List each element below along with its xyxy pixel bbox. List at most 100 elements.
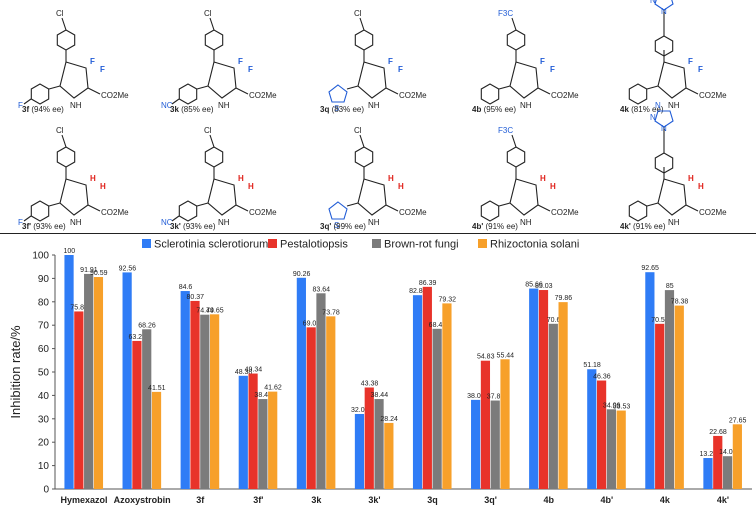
y-tick-label: 10 <box>38 461 50 472</box>
bond <box>646 85 659 90</box>
compound-id: 4b <box>472 105 481 114</box>
pyrrolidine-ring <box>509 178 539 216</box>
compound-ee: (94% ee) <box>29 105 64 114</box>
compound-id: 3q' <box>320 222 331 231</box>
ring-substituent-label: F <box>248 65 253 74</box>
structure-8: F3C HH NH CO2Me 4b' (91% ee) <box>472 126 579 231</box>
data-label: 84.6 <box>179 284 193 291</box>
aryl-ring <box>30 200 50 222</box>
bar <box>732 424 742 489</box>
ring-substituent-label: H <box>550 182 556 191</box>
bar <box>74 311 84 489</box>
data-label: 79.86 <box>555 295 573 302</box>
bond <box>537 204 551 212</box>
compound-caption: 4k (81% ee) <box>620 105 664 114</box>
bar <box>316 293 326 489</box>
para-substituent-label: Cl <box>204 126 212 135</box>
compound-ee: (93% ee) <box>181 222 216 231</box>
para-substituent-label: Cl <box>56 126 64 135</box>
nh-label: NH <box>668 101 680 110</box>
bar <box>442 303 452 489</box>
aryl-ring <box>178 200 198 222</box>
y-tick-label: 60 <box>38 344 50 355</box>
legend-item: Rhizoctonia solani <box>478 239 579 251</box>
bar <box>306 327 316 489</box>
data-label: 51.18 <box>583 362 601 369</box>
ester-label: CO2Me <box>699 208 727 217</box>
legend-item: Brown-rot fungi <box>372 239 459 251</box>
y-tick-label: 50 <box>38 368 50 379</box>
data-label: 90.26 <box>293 271 311 278</box>
bond <box>685 204 699 212</box>
data-label: 38.09 <box>467 393 485 400</box>
legend-swatch <box>268 239 277 248</box>
compound-ee: (91% ee) <box>631 222 666 231</box>
compound-id: 3q <box>320 105 329 114</box>
triazole-n-label: N <box>650 113 656 122</box>
aryl-ring <box>506 29 526 51</box>
ester-label: CO2Me <box>249 91 277 100</box>
aryl-ring <box>204 146 224 168</box>
x-tick-label: 3f <box>196 495 205 505</box>
aryl-ring <box>178 83 198 105</box>
bar <box>210 314 220 489</box>
bar <box>258 399 268 489</box>
para-substituent-label: F3C <box>498 126 513 135</box>
bar <box>190 300 200 489</box>
data-label: 85.66 <box>525 282 543 289</box>
compound-caption: 3f (94% ee) <box>22 105 64 114</box>
ring-substituent-label: F <box>540 57 545 66</box>
bar <box>471 399 481 489</box>
bond <box>346 202 359 207</box>
data-label: 33.53 <box>613 404 631 411</box>
bar <box>645 272 655 489</box>
aryl-ring <box>480 200 500 222</box>
ester-label: CO2Me <box>551 91 579 100</box>
x-tick-label: 4b <box>543 495 554 505</box>
x-tick-label: 3k' <box>368 495 380 505</box>
x-tick-label: 3k <box>311 495 322 505</box>
y-tick-label: 30 <box>38 414 50 425</box>
compound-caption: 3q' (99% ee) <box>320 222 366 231</box>
data-label: 68.46 <box>429 322 447 329</box>
bond <box>61 17 67 31</box>
ring-substituent-label: F <box>698 65 703 74</box>
data-label: 41.51 <box>148 385 166 392</box>
nh-label: NH <box>668 218 680 227</box>
bar <box>384 422 394 489</box>
data-label: 85.03 <box>535 283 553 290</box>
nh-label: NH <box>368 101 380 110</box>
ring-substituent-label: F <box>388 57 393 66</box>
bar <box>548 323 558 489</box>
legend-label: Pestalotiopsis <box>280 239 348 251</box>
bar <box>268 391 278 489</box>
bond <box>385 204 399 212</box>
ester-label: CO2Me <box>551 208 579 217</box>
aryl-ring <box>480 83 500 105</box>
aryl-ring <box>354 146 374 168</box>
bar <box>500 359 510 489</box>
panel-divider <box>0 233 756 234</box>
legend-item: Pestalotiopsis <box>268 239 348 251</box>
legend-item: Sclerotinia sclerotiorum <box>142 239 268 251</box>
bond <box>209 134 215 148</box>
triazole-ring <box>654 0 674 11</box>
legend-label: Brown-rot fungi <box>384 239 459 251</box>
compound-caption: 3k' (93% ee) <box>170 222 216 231</box>
compound-id: 3f <box>22 105 29 114</box>
bar <box>142 329 152 489</box>
ester-label: CO2Me <box>699 91 727 100</box>
bond <box>23 98 32 105</box>
left-substituent-label: F <box>18 218 23 227</box>
bar <box>587 369 597 489</box>
bar <box>326 316 336 489</box>
bond <box>87 204 101 212</box>
para-substituent-label: Cl <box>56 9 64 18</box>
y-tick-label: 0 <box>43 485 49 496</box>
pyrrolidine-ring <box>207 178 237 216</box>
data-label: 48.38 <box>235 369 253 376</box>
bond <box>61 134 67 148</box>
bond <box>511 17 517 31</box>
